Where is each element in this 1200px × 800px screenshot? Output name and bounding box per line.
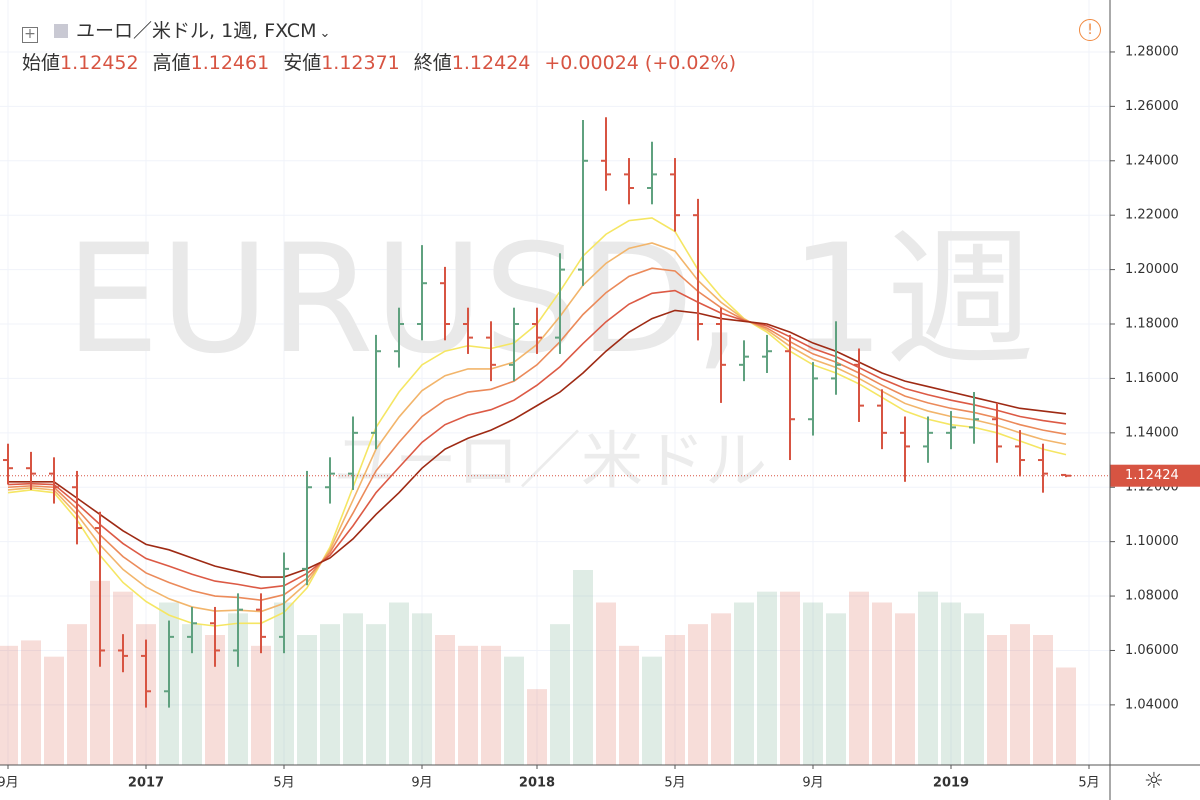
volume-bar <box>113 591 133 765</box>
low-value: 1.12371 <box>321 52 400 74</box>
volume-bar <box>895 613 915 765</box>
volume-bar <box>251 645 271 765</box>
last-price-box <box>1110 464 1200 487</box>
volume-bar <box>67 624 87 765</box>
volume-bar <box>44 656 64 765</box>
dropdown-chevron[interactable]: ⌄ <box>319 26 331 41</box>
volume-bar <box>182 624 202 765</box>
volume-bar <box>987 635 1007 765</box>
ma-line <box>8 309 1067 578</box>
x-tick-label: 9月 <box>0 776 19 791</box>
y-tick-label: 1.20000 <box>1125 262 1179 277</box>
open-value: 1.12452 <box>60 52 139 74</box>
volume-bar <box>90 580 110 765</box>
close-label: 終値 <box>413 52 452 74</box>
volume-bar <box>320 624 340 765</box>
volume-bar <box>389 602 409 765</box>
watermark-subtitle: ユーロ／米ドル <box>333 424 767 497</box>
y-tick-label: 1.10000 <box>1125 534 1179 549</box>
last-price-label: 1.12424 <box>1125 468 1179 483</box>
volume-bar <box>757 591 777 765</box>
volume-bar <box>596 602 616 765</box>
watermark-title: EURUSD, 1週 <box>65 213 1035 387</box>
open-label: 始値 <box>22 52 61 74</box>
volume-bar <box>573 570 593 765</box>
x-tick-label: 5月 <box>1078 776 1099 791</box>
volume-bar <box>205 635 225 765</box>
y-tick-label: 1.14000 <box>1125 425 1179 440</box>
volume-bar <box>734 602 754 765</box>
volume-bar <box>297 635 317 765</box>
volume-bar <box>688 624 708 765</box>
volume-bar <box>849 591 869 765</box>
volume-bar <box>504 656 524 765</box>
volume-bar <box>918 591 938 765</box>
ohlc-line: 始値1.12452 高値1.12461 安値1.12371 終値1.12424 +0.0… <box>22 48 750 75</box>
flag-icon[interactable] <box>54 24 68 38</box>
volume-bar <box>550 624 570 765</box>
volume-bar <box>458 645 478 765</box>
ma-line <box>7 289 1067 590</box>
y-tick-label: 1.26000 <box>1125 99 1179 114</box>
volume-bar <box>711 613 731 765</box>
y-tick-label: 1.22000 <box>1125 208 1179 223</box>
settings-icon[interactable]: ☼ <box>1144 769 1164 794</box>
x-tick-label: 9月 <box>411 776 432 791</box>
volume-bar <box>527 689 547 765</box>
y-tick-label: 1.28000 <box>1125 44 1179 59</box>
volume-bar <box>1056 667 1076 765</box>
x-tick-label: 2019 <box>933 776 969 791</box>
y-tick-label: 1.18000 <box>1125 317 1179 332</box>
volume-bar <box>964 613 984 765</box>
volume-bar <box>619 645 639 765</box>
x-tick-label: 9月 <box>802 776 823 791</box>
high-value: 1.12461 <box>190 52 270 74</box>
y-tick-label: 1.24000 <box>1125 153 1179 168</box>
high-label: 高値 <box>152 52 191 74</box>
volume-bar <box>412 613 432 765</box>
symbol-line: + ユーロ／米ドル, 1週, FXCM ⌄ <box>22 16 330 43</box>
volume-bar <box>780 591 800 765</box>
volume-bar <box>1033 635 1053 765</box>
volume-bar <box>21 640 41 765</box>
volume-bar <box>274 602 294 765</box>
change-value: +0.00024 (+0.02%) <box>544 52 737 74</box>
volume-bar <box>481 645 501 765</box>
x-tick-label: 2017 <box>128 776 164 791</box>
close-value: 1.12424 <box>451 52 531 74</box>
symbol[interactable]: ユーロ／米ドル, 1週, FXCM <box>76 20 317 42</box>
expand-icon[interactable]: + <box>22 27 38 43</box>
volume-bar <box>343 613 363 765</box>
low-label: 安値 <box>283 52 322 74</box>
x-tick-label: 5月 <box>273 776 294 791</box>
y-tick-label: 1.08000 <box>1125 589 1179 604</box>
ma-line <box>7 267 1067 601</box>
y-tick-label: 1.06000 <box>1125 643 1179 658</box>
volume-bar <box>366 624 386 765</box>
x-tick-label: 2018 <box>519 776 555 791</box>
y-tick-label: 1.16000 <box>1125 371 1179 386</box>
volume-bar <box>872 602 892 765</box>
volume-bar <box>0 645 18 765</box>
volume-bar <box>642 656 662 765</box>
volume-bar <box>1010 624 1030 765</box>
volume-bar <box>803 602 823 765</box>
volume-bar <box>435 635 455 765</box>
x-tick-label: 5月 <box>664 776 685 791</box>
volume-bar <box>665 635 685 765</box>
volume-bar <box>826 613 846 765</box>
y-tick-label: 1.04000 <box>1125 697 1179 712</box>
volume-bar <box>941 602 961 765</box>
alert-icon[interactable]: ! <box>1079 19 1101 41</box>
